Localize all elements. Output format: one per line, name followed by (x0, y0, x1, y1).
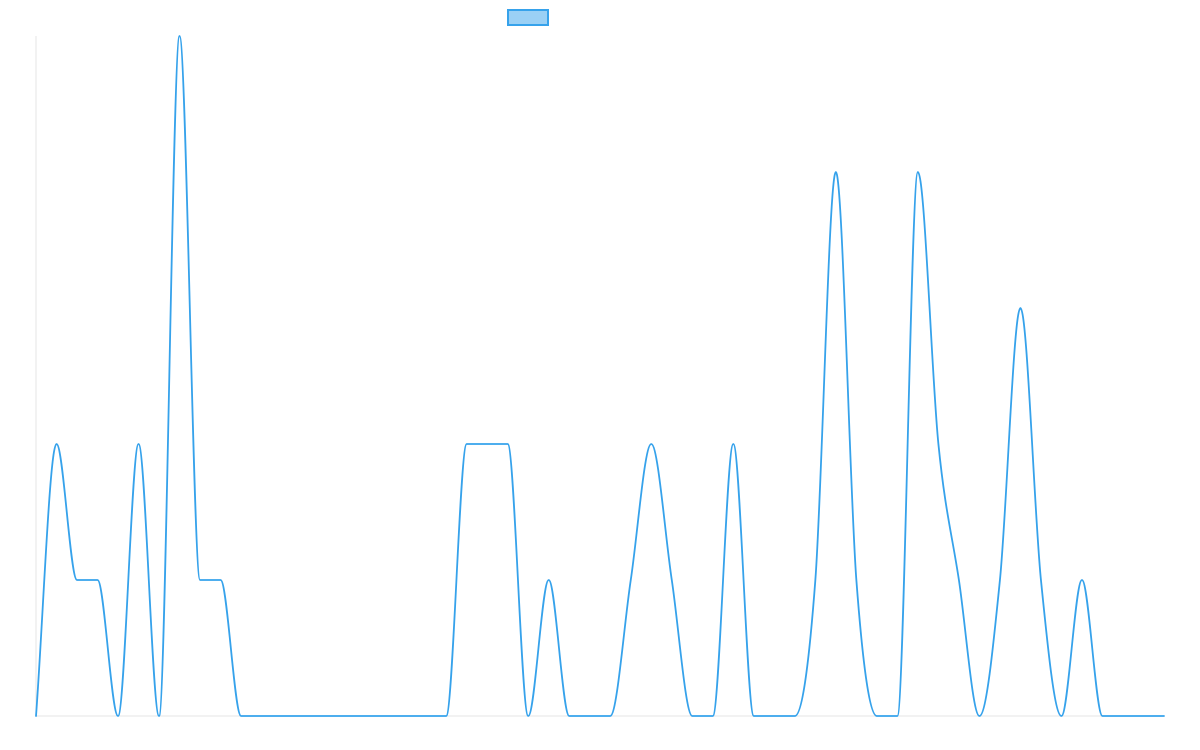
series-line (35, 35, 1165, 717)
legend-swatch[interactable] (507, 9, 549, 26)
legend[interactable] (507, 9, 549, 26)
